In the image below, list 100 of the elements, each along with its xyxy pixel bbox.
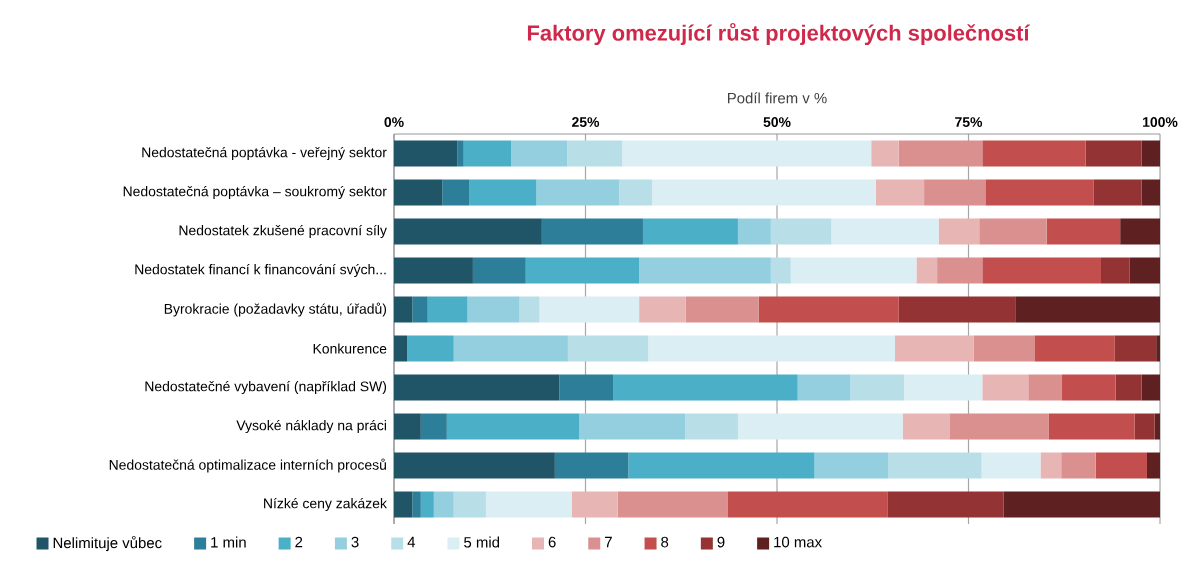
bar bbox=[519, 296, 540, 323]
bar bbox=[1120, 218, 1161, 245]
bar bbox=[758, 296, 899, 323]
bar bbox=[1061, 452, 1096, 479]
bar bbox=[871, 140, 899, 167]
bar bbox=[394, 452, 555, 479]
bar bbox=[1095, 452, 1147, 479]
bar bbox=[1154, 413, 1161, 440]
bar bbox=[1003, 491, 1161, 518]
bar bbox=[1048, 413, 1135, 440]
bar bbox=[394, 296, 413, 323]
bar bbox=[639, 296, 686, 323]
bar bbox=[394, 218, 542, 245]
bar bbox=[559, 374, 614, 401]
bar bbox=[1034, 335, 1115, 362]
bar bbox=[525, 257, 640, 284]
bar bbox=[898, 296, 1016, 323]
bar bbox=[617, 491, 728, 518]
bar bbox=[685, 296, 759, 323]
bar bbox=[613, 374, 798, 401]
bar bbox=[982, 257, 1102, 284]
bar bbox=[985, 179, 1094, 206]
bar bbox=[1046, 218, 1121, 245]
bar bbox=[1134, 413, 1155, 440]
bar bbox=[938, 218, 980, 245]
bar bbox=[394, 335, 408, 362]
bar bbox=[1085, 140, 1142, 167]
bar bbox=[790, 257, 917, 284]
bar bbox=[394, 413, 421, 440]
bar bbox=[453, 491, 486, 518]
bar bbox=[1114, 335, 1157, 362]
bar bbox=[571, 491, 618, 518]
chart-title: Faktory omezující růst projektových společností bbox=[527, 22, 1031, 46]
bar bbox=[685, 413, 738, 440]
bar bbox=[446, 413, 580, 440]
bar bbox=[394, 140, 458, 167]
bar bbox=[453, 335, 568, 362]
bar bbox=[412, 491, 421, 518]
bar bbox=[982, 374, 1029, 401]
bar bbox=[467, 296, 520, 323]
bar bbox=[394, 374, 560, 401]
bar bbox=[887, 491, 1004, 518]
bar bbox=[539, 296, 640, 323]
bar bbox=[831, 218, 939, 245]
bar bbox=[797, 374, 851, 401]
bar bbox=[902, 413, 950, 440]
bar bbox=[619, 179, 653, 206]
bar bbox=[457, 140, 464, 167]
bar bbox=[1146, 452, 1161, 479]
bar bbox=[949, 413, 1049, 440]
bar bbox=[770, 257, 791, 284]
bar bbox=[567, 335, 649, 362]
bar bbox=[511, 140, 568, 167]
bar bbox=[894, 335, 974, 362]
bar bbox=[536, 179, 620, 206]
bar bbox=[981, 452, 1041, 479]
bar bbox=[472, 257, 526, 284]
bar bbox=[648, 335, 895, 362]
bar bbox=[737, 413, 903, 440]
bar bbox=[924, 179, 986, 206]
bar bbox=[469, 179, 537, 206]
bar bbox=[1141, 374, 1161, 401]
bar bbox=[485, 491, 572, 518]
bar bbox=[541, 218, 643, 245]
bar bbox=[442, 179, 470, 206]
bar bbox=[979, 218, 1047, 245]
bar bbox=[904, 374, 983, 401]
bar bbox=[554, 452, 629, 479]
bar bbox=[982, 140, 1086, 167]
bar bbox=[1093, 179, 1142, 206]
bar bbox=[737, 218, 771, 245]
bar bbox=[463, 140, 512, 167]
bar bbox=[1115, 374, 1142, 401]
bar bbox=[937, 257, 983, 284]
bar bbox=[727, 491, 888, 518]
bar bbox=[652, 179, 876, 206]
bar bbox=[1101, 257, 1130, 284]
bar bbox=[394, 491, 413, 518]
bar bbox=[628, 452, 815, 479]
bar bbox=[622, 140, 872, 167]
bar bbox=[888, 452, 982, 479]
bar bbox=[916, 257, 938, 284]
bar bbox=[1061, 374, 1116, 401]
bar bbox=[567, 140, 623, 167]
bar bbox=[973, 335, 1035, 362]
bar bbox=[412, 296, 428, 323]
bar bbox=[1129, 257, 1161, 284]
bar bbox=[770, 218, 832, 245]
bar bbox=[814, 452, 889, 479]
bar bbox=[875, 179, 925, 206]
bar bbox=[1028, 374, 1062, 401]
bar bbox=[642, 218, 738, 245]
bar bbox=[639, 257, 771, 284]
bar bbox=[898, 140, 983, 167]
bar bbox=[1015, 296, 1161, 323]
bar bbox=[1141, 179, 1161, 206]
bar bbox=[579, 413, 686, 440]
bar bbox=[407, 335, 454, 362]
bar bbox=[1141, 140, 1161, 167]
bar bbox=[420, 413, 447, 440]
